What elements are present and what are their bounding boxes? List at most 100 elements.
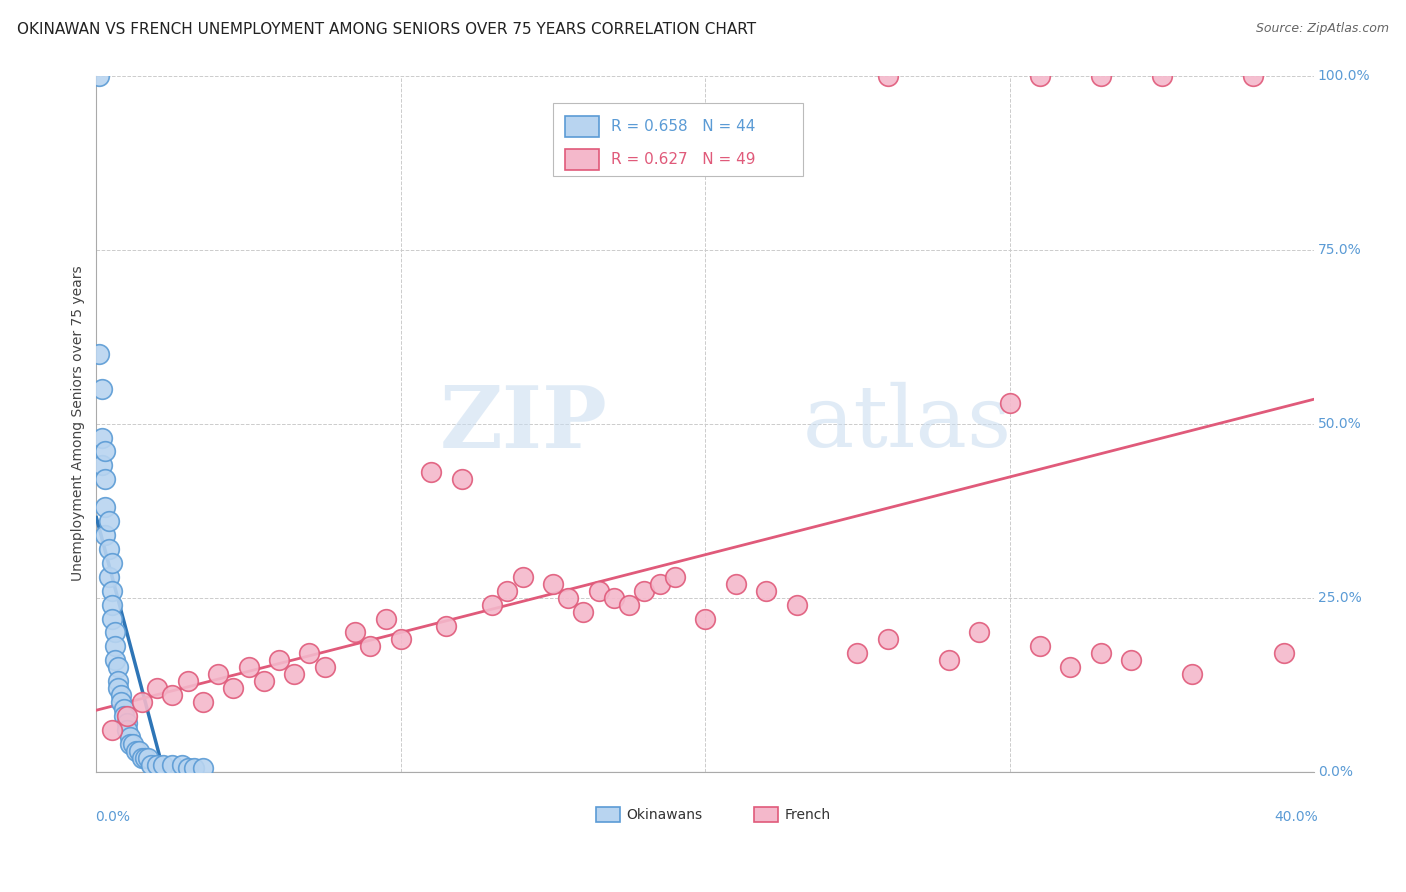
Text: Okinawans: Okinawans (626, 808, 702, 822)
Point (344, 625, 367, 640)
Point (91, 431, 114, 445)
Point (112, 709, 135, 723)
Point (125, 744, 148, 758)
Point (100, 598, 122, 612)
FancyBboxPatch shape (565, 116, 599, 136)
Point (110, 695, 132, 709)
Point (876, 69, 898, 83)
Point (420, 466, 443, 480)
Point (541, 576, 564, 591)
Point (104, 625, 127, 640)
Point (134, 751, 156, 765)
Text: R = 0.627   N = 49: R = 0.627 N = 49 (612, 152, 756, 167)
Point (450, 472, 472, 486)
Point (141, 757, 163, 772)
Point (786, 598, 808, 612)
Point (107, 681, 129, 695)
Point (191, 695, 214, 709)
Point (191, 761, 214, 775)
Point (496, 583, 519, 598)
Point (118, 737, 141, 751)
Point (481, 598, 503, 612)
Point (648, 576, 671, 591)
Point (238, 660, 260, 674)
Point (91, 458, 114, 473)
Point (146, 757, 169, 772)
Point (89, 347, 111, 361)
Point (107, 660, 129, 674)
Point (94, 444, 117, 458)
Text: R = 0.658   N = 44: R = 0.658 N = 44 (612, 119, 756, 134)
Point (97, 570, 120, 584)
Point (94, 528, 117, 542)
Point (359, 640, 381, 654)
Point (1121, 653, 1143, 667)
Point (207, 667, 229, 681)
Point (1241, 69, 1264, 83)
Point (100, 556, 122, 570)
Text: Source: ZipAtlas.com: Source: ZipAtlas.com (1256, 22, 1389, 36)
Point (107, 674, 129, 689)
Point (131, 751, 153, 765)
Text: 0.0%: 0.0% (1317, 764, 1353, 779)
Point (89, 69, 111, 83)
Point (162, 688, 184, 702)
Point (122, 737, 145, 751)
Point (664, 570, 686, 584)
Point (97, 541, 120, 556)
Point (588, 583, 610, 598)
Y-axis label: Unemployment Among Seniors over 75 years: Unemployment Among Seniors over 75 years (72, 266, 86, 582)
Point (97, 514, 120, 528)
Text: 0.0%: 0.0% (96, 810, 131, 824)
FancyBboxPatch shape (754, 806, 779, 822)
FancyBboxPatch shape (596, 806, 620, 822)
Point (115, 723, 138, 737)
Point (104, 653, 127, 667)
Point (118, 730, 141, 744)
Point (617, 598, 640, 612)
Point (100, 723, 122, 737)
Point (1090, 69, 1112, 83)
Point (1272, 646, 1295, 660)
Point (724, 576, 747, 591)
Text: French: French (785, 808, 831, 822)
Point (267, 653, 290, 667)
Point (633, 583, 655, 598)
Point (557, 591, 579, 605)
Text: 75.0%: 75.0% (1317, 243, 1361, 257)
Point (110, 688, 132, 702)
Point (314, 660, 336, 674)
Point (94, 500, 117, 515)
Point (512, 570, 534, 584)
FancyBboxPatch shape (565, 149, 599, 169)
Point (100, 611, 122, 625)
Point (115, 716, 138, 731)
Point (876, 632, 898, 647)
Point (253, 674, 276, 689)
Point (176, 761, 198, 775)
Point (389, 632, 412, 647)
Point (94, 472, 117, 486)
Point (1029, 640, 1052, 654)
Text: atlas: atlas (803, 382, 1012, 466)
Point (128, 744, 150, 758)
Point (695, 611, 717, 625)
Point (1029, 69, 1052, 83)
Point (146, 681, 169, 695)
Point (298, 646, 321, 660)
Point (374, 611, 396, 625)
Text: 40.0%: 40.0% (1274, 810, 1317, 824)
Point (998, 395, 1021, 409)
Point (115, 709, 138, 723)
Point (162, 757, 184, 772)
Point (938, 653, 960, 667)
Text: 25.0%: 25.0% (1317, 591, 1361, 605)
Point (112, 702, 135, 716)
Text: OKINAWAN VS FRENCH UNEMPLOYMENT AMONG SENIORS OVER 75 YEARS CORRELATION CHART: OKINAWAN VS FRENCH UNEMPLOYMENT AMONG SE… (17, 22, 756, 37)
Point (572, 605, 595, 619)
Text: 100.0%: 100.0% (1317, 69, 1371, 83)
Point (152, 757, 174, 772)
Point (131, 695, 153, 709)
Point (283, 667, 305, 681)
Point (1181, 667, 1204, 681)
